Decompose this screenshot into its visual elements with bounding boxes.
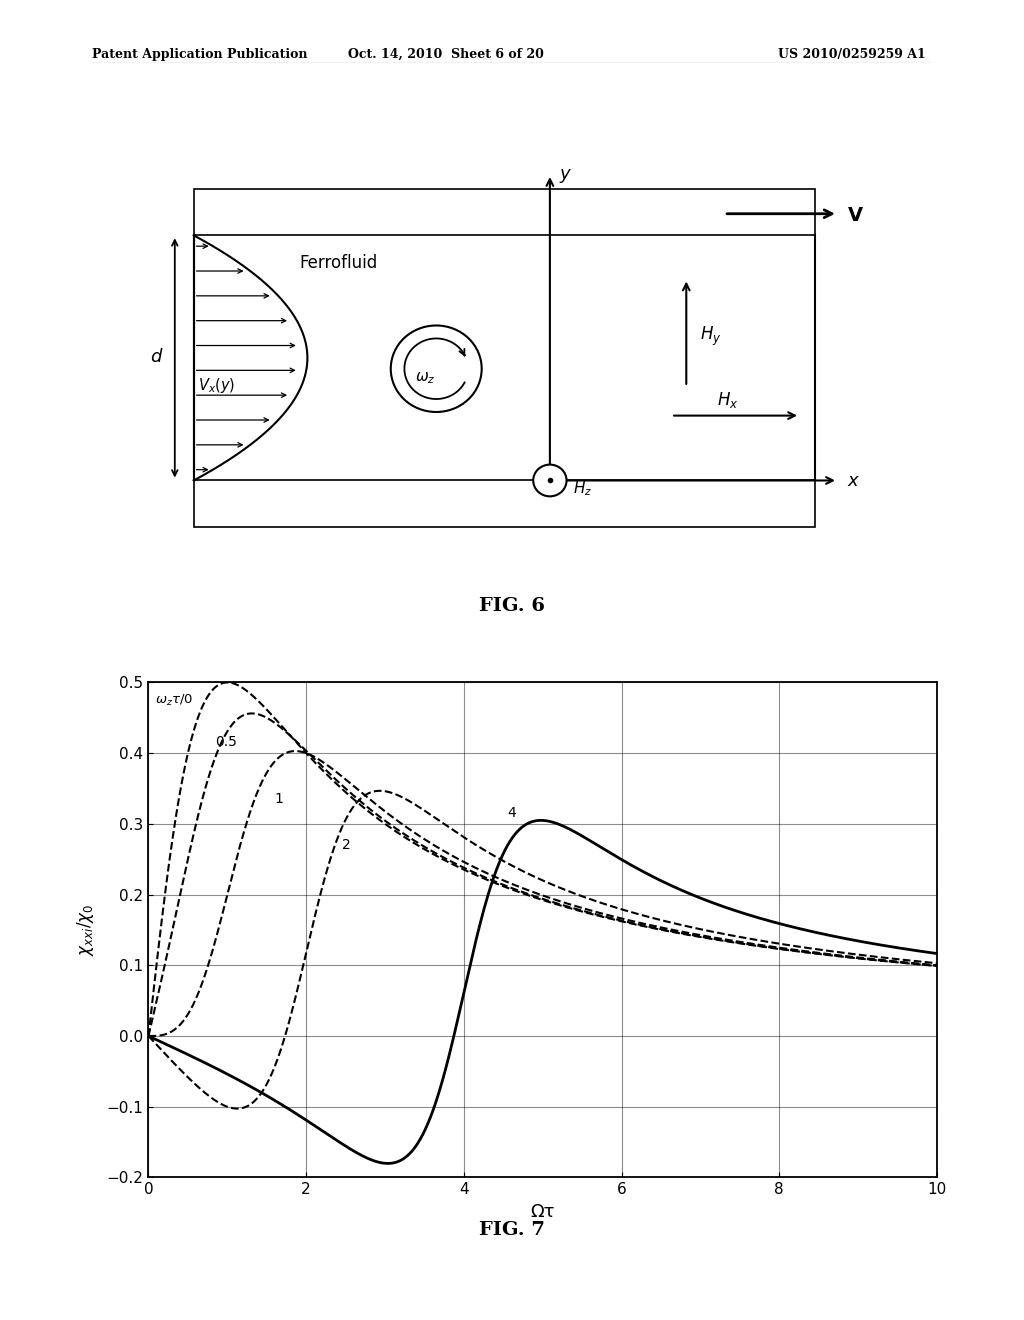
Text: US 2010/0259259 A1: US 2010/0259259 A1 bbox=[778, 48, 926, 61]
Text: FIG. 6: FIG. 6 bbox=[479, 597, 545, 615]
Text: FIG. 7: FIG. 7 bbox=[479, 1221, 545, 1239]
Text: $\omega_z$: $\omega_z$ bbox=[415, 371, 435, 387]
Text: 1: 1 bbox=[274, 792, 284, 805]
Circle shape bbox=[391, 326, 481, 412]
X-axis label: Ωτ: Ωτ bbox=[530, 1203, 555, 1221]
Text: 4: 4 bbox=[507, 805, 516, 820]
Bar bbox=[194, 189, 815, 235]
Y-axis label: $\chi_{xxi}/\chi_0$: $\chi_{xxi}/\chi_0$ bbox=[75, 904, 95, 956]
Bar bbox=[194, 189, 815, 235]
Text: 0.5: 0.5 bbox=[215, 735, 238, 748]
Text: Ferrofluid: Ferrofluid bbox=[300, 253, 378, 272]
Circle shape bbox=[534, 465, 566, 496]
Text: $\mathbf{V}$: $\mathbf{V}$ bbox=[847, 206, 864, 224]
Text: $y$: $y$ bbox=[559, 168, 572, 185]
Bar bbox=[194, 480, 815, 528]
Text: $\omega_z\tau$/0: $\omega_z\tau$/0 bbox=[155, 693, 194, 708]
Text: $H_x$: $H_x$ bbox=[717, 389, 738, 409]
Text: $H_z$: $H_z$ bbox=[572, 479, 592, 498]
Text: $d$: $d$ bbox=[150, 347, 163, 366]
Text: Patent Application Publication: Patent Application Publication bbox=[92, 48, 307, 61]
Text: Oct. 14, 2010  Sheet 6 of 20: Oct. 14, 2010 Sheet 6 of 20 bbox=[347, 48, 544, 61]
Text: $H_y$: $H_y$ bbox=[700, 325, 722, 348]
Text: $x$: $x$ bbox=[847, 473, 860, 490]
Text: $V_x(y)$: $V_x(y)$ bbox=[198, 376, 234, 396]
Text: 2: 2 bbox=[342, 838, 350, 851]
Bar bbox=[194, 480, 815, 528]
